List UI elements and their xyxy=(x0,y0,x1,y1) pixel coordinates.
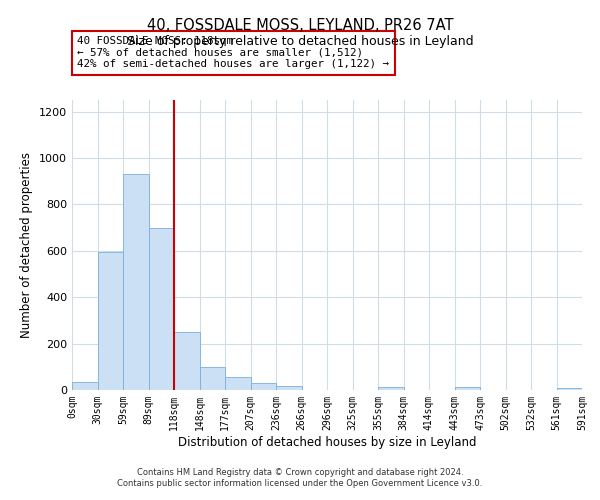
Bar xyxy=(225,377,251,390)
Text: 40 FOSSDALE MOSS: 118sqm
← 57% of detached houses are smaller (1,512)
42% of sem: 40 FOSSDALE MOSS: 118sqm ← 57% of detach… xyxy=(77,36,389,70)
Text: 40, FOSSDALE MOSS, LEYLAND, PR26 7AT: 40, FOSSDALE MOSS, LEYLAND, PR26 7AT xyxy=(147,18,453,32)
Bar xyxy=(97,252,123,390)
Bar xyxy=(174,332,199,390)
Text: Size of property relative to detached houses in Leyland: Size of property relative to detached ho… xyxy=(127,35,473,48)
Bar xyxy=(251,383,276,390)
Bar xyxy=(72,382,97,390)
Y-axis label: Number of detached properties: Number of detached properties xyxy=(20,152,34,338)
Bar xyxy=(557,388,582,390)
Bar xyxy=(149,228,174,390)
Bar xyxy=(276,386,302,390)
X-axis label: Distribution of detached houses by size in Leyland: Distribution of detached houses by size … xyxy=(178,436,476,448)
Bar xyxy=(199,368,225,390)
Bar xyxy=(123,174,149,390)
Text: Contains HM Land Registry data © Crown copyright and database right 2024.
Contai: Contains HM Land Registry data © Crown c… xyxy=(118,468,482,487)
Bar xyxy=(455,387,480,390)
Bar xyxy=(378,387,404,390)
